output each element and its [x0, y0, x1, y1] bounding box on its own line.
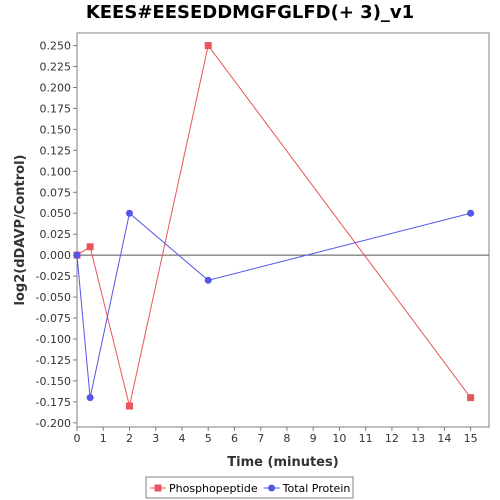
y-tick-label: 0.250: [40, 40, 72, 53]
x-tick-label: 2: [126, 432, 133, 445]
legend-marker: [154, 484, 162, 492]
y-tick-label: 0.175: [40, 102, 72, 115]
y-tick-label: -0.200: [36, 417, 71, 430]
data-point: [73, 251, 81, 259]
legend: Phosphopeptide Total Protein: [145, 476, 354, 499]
y-tick-label: 0.100: [40, 165, 72, 178]
legend-label: Total Protein: [282, 482, 351, 495]
y-tick-label: 0.225: [40, 61, 72, 74]
y-tick-label: 0.200: [40, 81, 72, 94]
data-point: [86, 243, 94, 251]
x-tick-label: 6: [231, 432, 238, 445]
data-point: [125, 402, 133, 410]
data-point: [467, 394, 475, 402]
x-tick-label: 9: [310, 432, 317, 445]
legend-box: [145, 476, 354, 499]
x-tick-label: 0: [74, 432, 81, 445]
y-tick-label: -0.025: [36, 270, 71, 283]
x-tick-label: 5: [205, 432, 212, 445]
y-tick-label: -0.100: [36, 333, 71, 346]
y-tick-label: 0.150: [40, 123, 72, 136]
x-tick-label: 12: [385, 432, 399, 445]
x-tick-label: 7: [257, 432, 264, 445]
x-tick-label: 15: [464, 432, 478, 445]
legend-label: Phosphopeptide: [169, 482, 258, 495]
x-tick-label: 10: [332, 432, 346, 445]
y-tick-label: 0.025: [40, 228, 72, 241]
x-tick-label: 13: [411, 432, 425, 445]
x-axis-label: Time (minutes): [227, 455, 338, 470]
x-tick-label: 4: [178, 432, 185, 445]
y-tick-label: 0.075: [40, 186, 72, 199]
y-tick-label: -0.075: [36, 312, 71, 325]
x-tick-label: 11: [359, 432, 373, 445]
y-tick-label: -0.150: [36, 375, 71, 388]
x-tick-label: 8: [283, 432, 290, 445]
y-tick-label: -0.050: [36, 291, 71, 304]
data-point: [467, 209, 475, 217]
data-point: [125, 209, 133, 217]
plot-area: [76, 32, 490, 428]
y-tick-label: -0.175: [36, 396, 71, 409]
y-axis-label: log2(dDAVP/Control): [13, 155, 28, 306]
y-tick-label: 0.125: [40, 144, 72, 157]
x-tick-label: 14: [437, 432, 451, 445]
y-tick-label: -0.125: [36, 354, 71, 367]
chart-title: KEES#EESEDDMGFGLFD(+ 3)_v1: [85, 2, 415, 23]
x-tick-label: 3: [152, 432, 159, 445]
data-point: [86, 394, 94, 402]
data-point: [204, 42, 212, 50]
legend-marker: [268, 484, 276, 492]
y-tick-label: 0.000: [40, 249, 72, 262]
data-point: [204, 276, 212, 284]
y-tick-label: 0.050: [40, 207, 72, 220]
x-tick-label: 1: [100, 432, 107, 445]
